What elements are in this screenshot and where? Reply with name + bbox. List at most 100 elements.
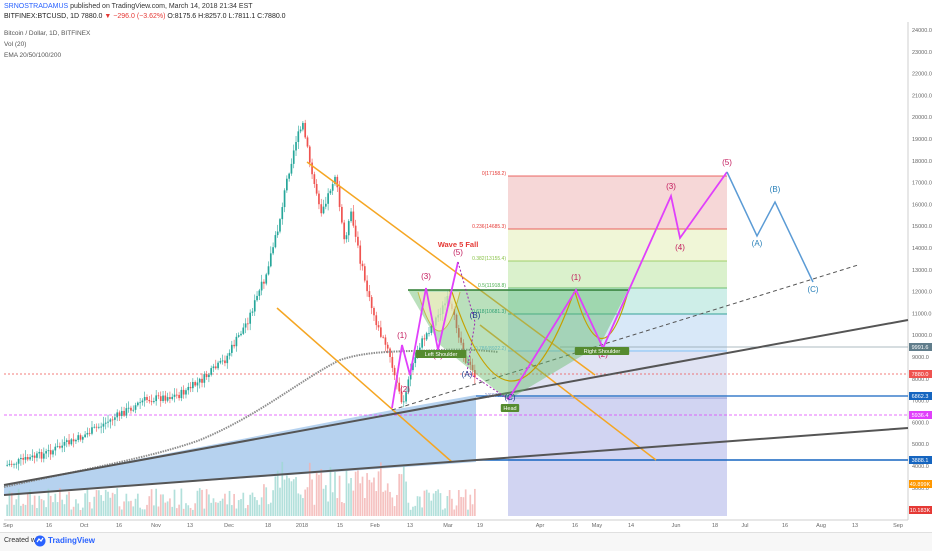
y-tick-label: 21000.0 [912,93,932,99]
volume-bar [68,491,70,516]
footer-brand[interactable]: TradingView [48,536,95,545]
volume-bar [256,500,258,516]
volume-bar [363,498,366,516]
channel-lower-ext [479,324,657,461]
volume-bar [260,497,263,516]
price-tag [909,392,932,400]
hs-neckline-fill [408,290,628,400]
candle-body [389,348,391,357]
candle-body [382,336,384,338]
volume-bar [42,500,45,516]
candle-body [205,374,208,378]
legend-ema: EMA 20/50/100/200 [4,52,62,59]
volume-bar [308,462,311,516]
annotation-box [574,347,630,355]
candle-body [212,366,215,369]
volume-bar [189,507,192,516]
candle-body [352,211,355,226]
candle-body [460,337,462,343]
symbol-label: BITFINEX:BTCUSD, 1D [4,13,80,20]
candle-body [84,434,86,437]
tradingview-logo-icon [34,535,46,547]
volume-bar [109,497,112,516]
annotation-box [500,404,520,412]
fib-zone-6 [508,398,727,516]
volume-bar [286,475,288,516]
volume-bar [315,471,318,516]
x-tick-label: 14 [628,523,634,529]
candle-body [334,176,336,185]
volume-bar [359,483,362,516]
candle-body [370,297,373,309]
x-tick-label: Aug [816,523,826,529]
volume-bar [134,498,137,516]
candle-body [8,463,11,465]
wave-label: (3) [421,272,431,281]
fib-level-label: 0.618(10681.3) [472,309,506,315]
candle-body [159,396,162,402]
volume-bar [324,485,327,516]
hs-right-shoulder-arc [574,291,629,339]
candle-body [217,362,219,369]
volume-bar [8,490,11,516]
y-tick-label: 13000.0 [912,268,932,274]
candle-body [38,452,41,454]
y-tick-label: 6000.0 [912,420,929,426]
volume-bar [54,493,57,516]
volume-bar [20,505,22,516]
candle-body [29,457,31,460]
price-tag [909,343,932,351]
volume-bar [283,479,286,516]
candle-body [70,439,73,445]
x-tick-label: Jul [741,523,748,529]
candle-body [467,361,469,363]
candle-body [233,344,235,347]
volume-bar [233,493,235,516]
volume-bar [36,508,38,516]
volume-bar [357,470,359,516]
price-tag [909,370,932,378]
candle-body [36,453,38,458]
volume-bar [334,471,336,516]
candle-body [455,314,458,329]
volume-bar [393,506,396,516]
fib-level-label: 0(17158.2) [482,171,507,177]
volume-bar [173,489,176,516]
volume-bar [409,509,412,516]
volume-bar [143,509,146,516]
candle-body [315,183,318,194]
candle-body [31,455,34,458]
candle-body [240,333,242,336]
time-axis[interactable]: Sep 16 Oct 16 Nov 13 Dec 18 2018 15 Feb 13 Mar 19 Apr 1… [3,519,908,529]
x-tick-label: Mar [443,523,453,529]
candle-body [143,397,146,401]
candle-body [114,417,116,420]
volume-bar [338,475,341,516]
volume-bar [116,488,119,516]
candle-body [196,382,199,386]
candle-body [283,190,286,208]
price-chart[interactable]: 0(17158.2) 0.236(14685.3) 0.382(13155.4) 0.… [0,0,932,532]
candle-body [6,464,8,466]
candle-body [302,122,304,130]
y-tick-label: 20000.0 [912,115,932,121]
x-tick-label: 19 [477,523,483,529]
candle-body [384,337,387,345]
candle-body [224,360,226,364]
volume-bar [412,506,414,516]
candle-body [219,360,222,363]
candle-body [10,463,13,465]
candle-body [343,222,346,240]
candle-body [366,280,368,292]
price-tag-label: 49.899K [910,482,931,488]
candle-body [134,405,137,410]
candle-body [155,395,158,402]
price-axis[interactable]: 24000.0 23000.0 22000.0 21000.0 20000.0 19000… [907,22,932,520]
candle-body [425,333,428,340]
volume-bar [95,490,98,516]
wave-label: (C) [504,393,515,402]
x-tick-label: 16 [116,523,122,529]
author-name[interactable]: SRNOSTRADAMUS [4,3,69,10]
candle-body [251,311,254,313]
candle-body [304,122,307,138]
